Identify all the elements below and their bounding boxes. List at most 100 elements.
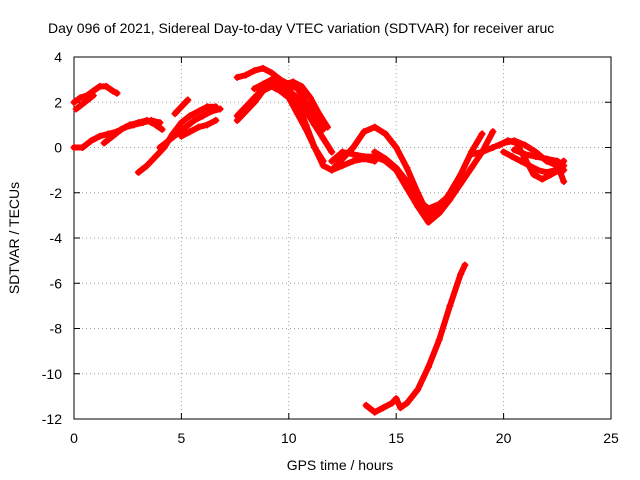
data-point	[81, 98, 89, 106]
x-axis-label: GPS time / hours	[287, 457, 394, 473]
data-point	[424, 205, 432, 213]
data-point	[203, 121, 211, 129]
data-point	[289, 78, 297, 86]
data-point	[175, 105, 183, 113]
data-point	[285, 87, 293, 95]
data-point	[242, 103, 250, 111]
data-point	[72, 105, 80, 113]
data-point	[435, 209, 443, 217]
data-point	[216, 105, 224, 113]
grid-lines	[74, 57, 611, 419]
data-point	[319, 134, 327, 142]
data-point	[467, 150, 475, 158]
data-point	[70, 144, 78, 151]
x-tick-labels: 0 5 10 15 20 25	[70, 430, 619, 446]
y-axis-label: SDTVAR / TECUs	[6, 182, 22, 294]
series-arc-deep	[362, 261, 469, 416]
data-point	[100, 139, 108, 147]
series-arc-early-upper-b	[72, 91, 97, 113]
data-point	[446, 302, 454, 310]
data-point	[339, 155, 346, 163]
data-point	[530, 171, 538, 179]
data-point	[521, 141, 529, 149]
data-point	[96, 82, 104, 90]
data-point	[158, 125, 166, 133]
data-point	[525, 162, 533, 170]
data-point	[302, 98, 310, 106]
data-point	[281, 80, 289, 88]
data-point	[414, 196, 422, 204]
data-point	[195, 107, 203, 115]
data-point	[560, 162, 568, 170]
data-point	[560, 177, 568, 185]
series-arc-late-4	[510, 146, 568, 170]
data-point	[250, 85, 258, 93]
data-point	[362, 401, 370, 409]
data-point	[113, 89, 121, 97]
data-point	[143, 116, 151, 124]
data-point	[388, 399, 396, 407]
data-point	[392, 164, 400, 172]
data-point	[250, 67, 258, 75]
data-point	[165, 137, 173, 145]
data-point	[424, 218, 432, 226]
data-point	[478, 148, 486, 156]
data-point	[203, 103, 211, 111]
data-point	[306, 94, 314, 102]
data-point	[242, 71, 250, 79]
data-point	[360, 128, 368, 136]
series-arc-rise-a	[134, 103, 220, 176]
series-arc-rise-b	[156, 105, 224, 151]
data-point	[143, 162, 151, 170]
data-point	[403, 164, 411, 172]
data-point	[414, 386, 422, 394]
data-point	[207, 107, 215, 115]
y-tick-label: 2	[54, 94, 62, 110]
data-point	[349, 144, 357, 151]
y-tick-label: -6	[50, 275, 63, 291]
data-point	[457, 270, 465, 278]
data-point	[259, 64, 267, 72]
data-point	[512, 139, 520, 147]
data-point	[212, 116, 220, 124]
series-arc-early-lower-b	[100, 116, 166, 147]
data-point	[79, 144, 87, 151]
x-tick-label: 20	[496, 430, 512, 446]
y-tick-label: -4	[50, 230, 63, 246]
data-point	[349, 157, 357, 165]
data-point	[551, 166, 559, 174]
data-point	[467, 164, 475, 172]
data-point	[339, 148, 346, 156]
data-point	[495, 141, 503, 149]
data-point	[538, 175, 546, 183]
series-arc-afternoon-3	[371, 148, 465, 213]
data-point	[259, 80, 267, 88]
x-tick-label: 0	[70, 430, 78, 446]
data-point	[152, 153, 160, 161]
data-point	[461, 261, 469, 269]
series-trace	[234, 65, 378, 174]
series-arc-late-3	[500, 148, 568, 176]
data-point	[311, 144, 319, 151]
series-trace	[135, 103, 219, 176]
data-point	[319, 157, 327, 165]
data-point	[371, 148, 379, 156]
data-point	[532, 153, 540, 161]
data-point	[177, 119, 185, 127]
y-tick-labels: -12 -10 -8 -6 -4 -2 0 2 4	[42, 49, 62, 427]
data-point	[489, 128, 497, 136]
series-arc-midday-5	[272, 78, 331, 131]
x-tick-label: 10	[281, 430, 297, 446]
data-point	[510, 146, 518, 154]
data-point	[285, 94, 293, 102]
data-point	[186, 128, 194, 136]
data-point	[177, 132, 185, 140]
x-tick-label: 15	[388, 430, 404, 446]
data-point	[403, 177, 411, 185]
y-tick-label: 4	[54, 49, 62, 65]
data-point	[268, 76, 276, 84]
data-point	[392, 395, 400, 403]
data-point	[89, 91, 97, 99]
data-point	[435, 200, 443, 208]
data-point	[109, 87, 117, 95]
